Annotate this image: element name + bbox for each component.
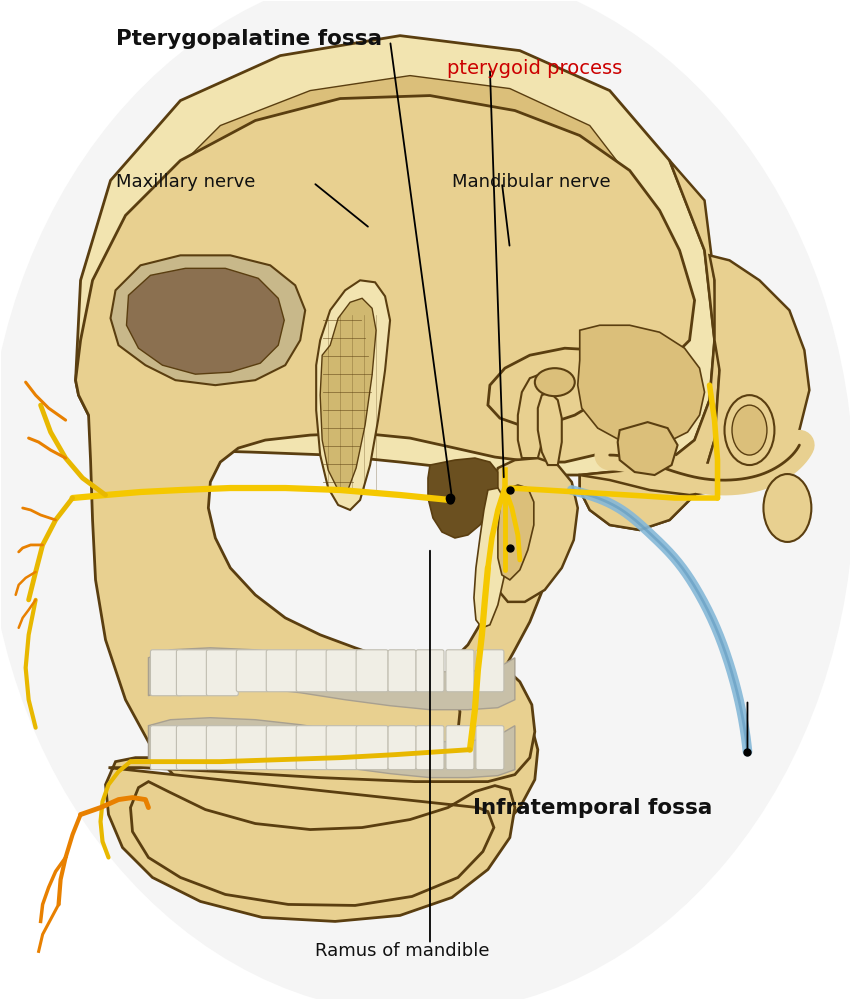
Polygon shape bbox=[618, 422, 677, 475]
FancyBboxPatch shape bbox=[237, 650, 268, 692]
FancyBboxPatch shape bbox=[446, 726, 474, 770]
Polygon shape bbox=[580, 160, 719, 530]
Polygon shape bbox=[111, 255, 306, 385]
Polygon shape bbox=[538, 392, 562, 465]
FancyBboxPatch shape bbox=[326, 726, 358, 770]
FancyBboxPatch shape bbox=[296, 650, 328, 692]
Polygon shape bbox=[148, 648, 515, 710]
Polygon shape bbox=[76, 96, 694, 867]
Text: pterygoid process: pterygoid process bbox=[447, 59, 622, 78]
FancyBboxPatch shape bbox=[416, 726, 444, 770]
Ellipse shape bbox=[724, 395, 774, 465]
FancyBboxPatch shape bbox=[237, 726, 268, 770]
FancyBboxPatch shape bbox=[206, 650, 238, 696]
FancyBboxPatch shape bbox=[151, 650, 182, 696]
FancyBboxPatch shape bbox=[446, 650, 474, 692]
Text: Maxillary nerve: Maxillary nerve bbox=[116, 173, 255, 191]
Polygon shape bbox=[148, 718, 515, 778]
FancyBboxPatch shape bbox=[296, 726, 328, 770]
Polygon shape bbox=[580, 255, 809, 530]
Polygon shape bbox=[106, 470, 545, 921]
FancyBboxPatch shape bbox=[388, 650, 416, 692]
Polygon shape bbox=[76, 36, 715, 475]
FancyBboxPatch shape bbox=[206, 726, 238, 770]
Text: Infratemporal fossa: Infratemporal fossa bbox=[473, 798, 712, 818]
FancyBboxPatch shape bbox=[176, 726, 208, 770]
Text: Pterygopalatine fossa: Pterygopalatine fossa bbox=[116, 29, 381, 49]
Polygon shape bbox=[474, 488, 508, 628]
Polygon shape bbox=[317, 280, 390, 510]
Polygon shape bbox=[578, 325, 705, 445]
FancyBboxPatch shape bbox=[388, 726, 416, 770]
Polygon shape bbox=[320, 298, 376, 492]
FancyBboxPatch shape bbox=[326, 650, 358, 692]
Ellipse shape bbox=[534, 368, 574, 396]
Polygon shape bbox=[127, 268, 284, 374]
Text: Mandibular nerve: Mandibular nerve bbox=[452, 173, 610, 191]
FancyBboxPatch shape bbox=[356, 650, 388, 692]
FancyBboxPatch shape bbox=[266, 726, 298, 770]
FancyBboxPatch shape bbox=[476, 650, 504, 692]
FancyBboxPatch shape bbox=[151, 726, 182, 770]
FancyBboxPatch shape bbox=[476, 726, 504, 770]
Polygon shape bbox=[428, 458, 498, 538]
FancyBboxPatch shape bbox=[176, 650, 208, 696]
Text: Ramus of mandible: Ramus of mandible bbox=[315, 942, 489, 960]
Ellipse shape bbox=[763, 474, 811, 542]
FancyBboxPatch shape bbox=[416, 650, 444, 692]
FancyBboxPatch shape bbox=[266, 650, 298, 692]
Polygon shape bbox=[518, 375, 548, 458]
FancyBboxPatch shape bbox=[356, 726, 388, 770]
Polygon shape bbox=[498, 485, 534, 580]
Ellipse shape bbox=[732, 405, 767, 455]
Polygon shape bbox=[490, 458, 578, 602]
Polygon shape bbox=[118, 76, 667, 445]
